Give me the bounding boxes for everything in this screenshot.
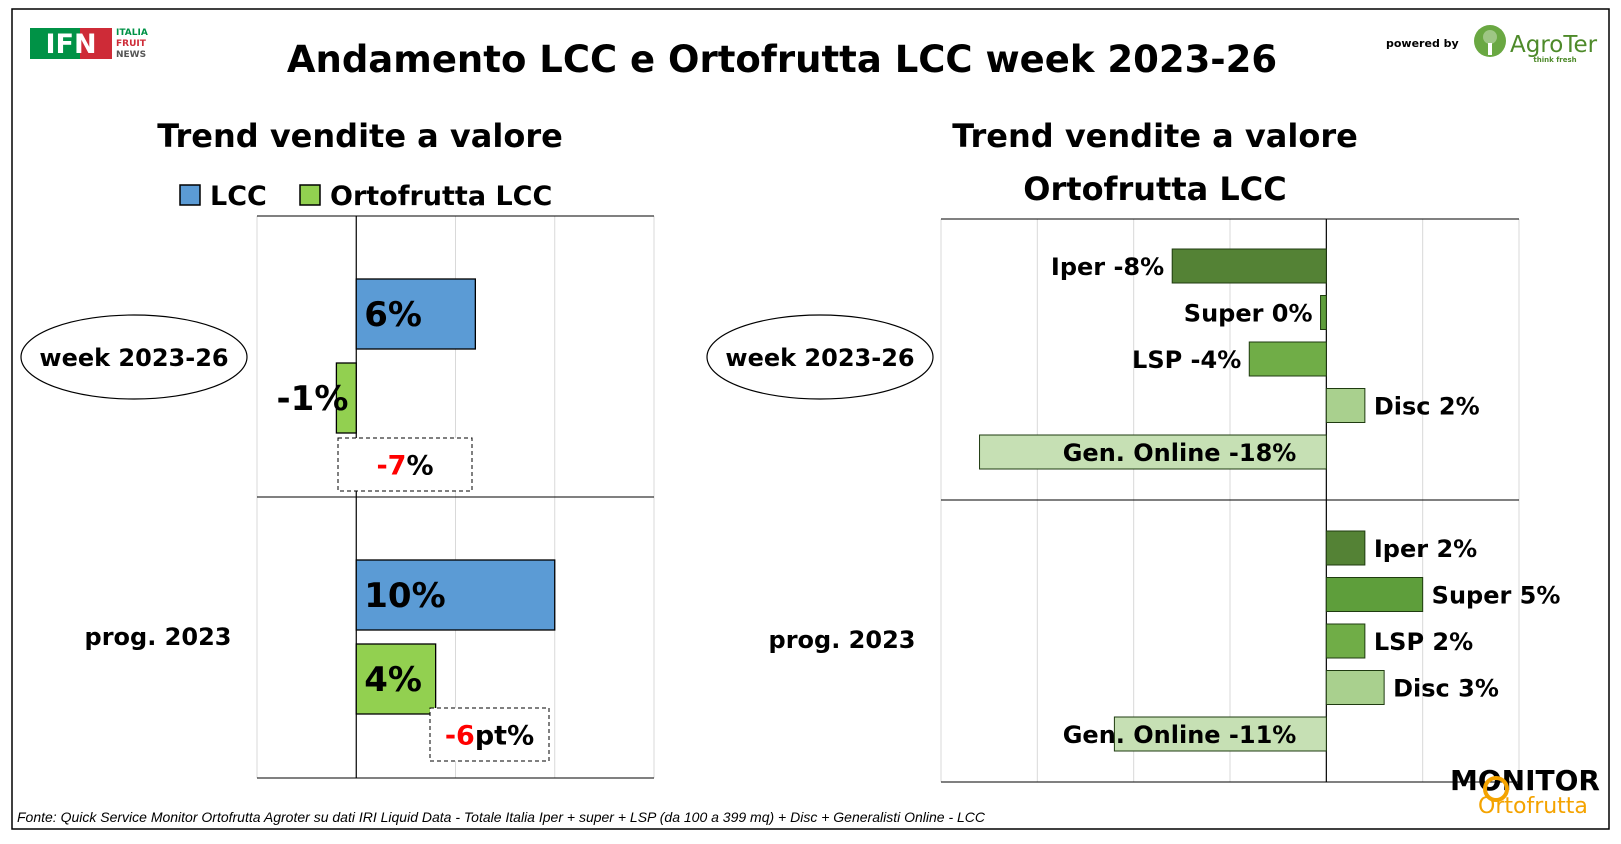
right-bar-label: Disc 3% xyxy=(1393,675,1499,703)
left-bar xyxy=(355,643,437,715)
right-bar xyxy=(1325,530,1366,566)
left-bar-label: -1% xyxy=(277,379,349,419)
right-bar xyxy=(1325,623,1366,659)
powered-by-label: powered by xyxy=(1386,37,1459,50)
right-grid xyxy=(940,218,1520,783)
right-bar xyxy=(1325,577,1424,612)
right-bar-label: LSP 2% xyxy=(1374,628,1473,656)
agroter-logo-text: AgroTer xyxy=(1510,32,1598,58)
monitor-ortofrutta-logo: MONITOR Ortofrutta xyxy=(1450,764,1600,819)
left-bar-label: 10% xyxy=(364,576,445,616)
right-chart-title-line-1: Trend vendite a valore xyxy=(952,117,1358,155)
delta-value: -6 xyxy=(445,721,475,752)
left-category-week: week 2023-26 xyxy=(20,314,248,400)
left-bar xyxy=(355,278,476,350)
left-bar xyxy=(335,362,357,434)
right-bar xyxy=(1320,295,1327,330)
right-bar xyxy=(1325,670,1385,705)
monitor-logo-top: MONITOR xyxy=(1450,764,1600,797)
ifn-logo-sub-3: NEWS xyxy=(116,50,146,60)
monitor-logo-bottom: Ortofrutta xyxy=(1478,794,1588,819)
right-bar-label: Gen. Online -18% xyxy=(1063,439,1297,467)
right-group-label-week: week 2023-26 xyxy=(725,344,914,372)
agroter-tagline: think fresh xyxy=(1533,56,1576,64)
right-bar xyxy=(1325,388,1366,423)
week-ellipse-right xyxy=(706,314,934,400)
source-note: Fonte: Quick Service Monitor Ortofrutta … xyxy=(17,809,986,825)
right-bar-label: Gen. Online -11% xyxy=(1063,721,1297,749)
right-bar-label: LSP -4% xyxy=(1132,346,1241,374)
right-bar-label: Iper 2% xyxy=(1374,535,1477,563)
right-bar-label: Disc 2% xyxy=(1374,393,1480,421)
right-chart-title-line-2: Ortofrutta LCC xyxy=(1023,170,1286,208)
left-category-label-week: week 2023-26 xyxy=(39,344,228,372)
legend-swatch-ortofrutta xyxy=(299,184,321,206)
left-legend: LCC Ortofrutta LCC xyxy=(179,181,552,212)
left-annotations: -7% -6pt% xyxy=(337,437,550,762)
delta-suffix: % xyxy=(406,451,433,482)
delta-annotation-text: -7% xyxy=(376,451,433,482)
ifn-logo-text: IFN xyxy=(45,29,96,60)
delta-annotation-box xyxy=(429,707,550,762)
ifn-logo: IFN ITALIA FRUIT NEWS xyxy=(30,28,148,60)
left-bar xyxy=(355,559,556,631)
legend-swatch-lcc xyxy=(179,184,201,206)
right-bar xyxy=(1113,716,1327,752)
legend-label-lcc: LCC xyxy=(210,181,267,212)
delta-annotation-box xyxy=(337,437,473,492)
left-chart: Trend vendite a valore LCC Ortofrutta LC… xyxy=(20,117,655,779)
left-bars: 6% -1% 10% 4% xyxy=(277,278,556,715)
ifn-logo-sub-1: ITALIA xyxy=(116,28,148,38)
page-title: Andamento LCC e Ortofrutta LCC week 2023… xyxy=(287,38,1277,81)
right-bar-label: Super 0% xyxy=(1184,300,1313,328)
right-bar-label: Iper -8% xyxy=(1051,253,1164,281)
left-bar-label: 6% xyxy=(364,295,422,335)
left-chart-title: Trend vendite a valore xyxy=(157,117,563,155)
right-bar xyxy=(1248,341,1327,377)
week-ellipse xyxy=(20,314,248,400)
right-bar-label: Super 5% xyxy=(1432,582,1561,610)
right-bars: Iper -8% Super 0% LSP -4% Disc 2% Gen. Onlin… xyxy=(979,248,1561,752)
right-bar xyxy=(1171,248,1327,284)
agroter-tree-icon xyxy=(1474,25,1506,57)
ifn-logo-red xyxy=(80,28,112,59)
ifn-logo-sub-2: FRUIT xyxy=(116,39,147,49)
magnifier-icon xyxy=(1483,776,1509,802)
left-category-label-prog: prog. 2023 xyxy=(85,623,232,651)
right-bar xyxy=(979,434,1327,470)
right-group-label-prog: prog. 2023 xyxy=(769,626,916,654)
delta-value: -7 xyxy=(376,451,406,482)
delta-suffix: pt% xyxy=(475,721,534,752)
delta-annotation-text: -6pt% xyxy=(445,721,534,752)
legend-label-ortofrutta: Ortofrutta LCC xyxy=(330,181,552,212)
right-category-week: week 2023-26 xyxy=(706,314,934,400)
right-chart: Trend vendite a valore Ortofrutta LCC Ip… xyxy=(706,117,1561,783)
left-bar-label: 4% xyxy=(364,660,422,700)
